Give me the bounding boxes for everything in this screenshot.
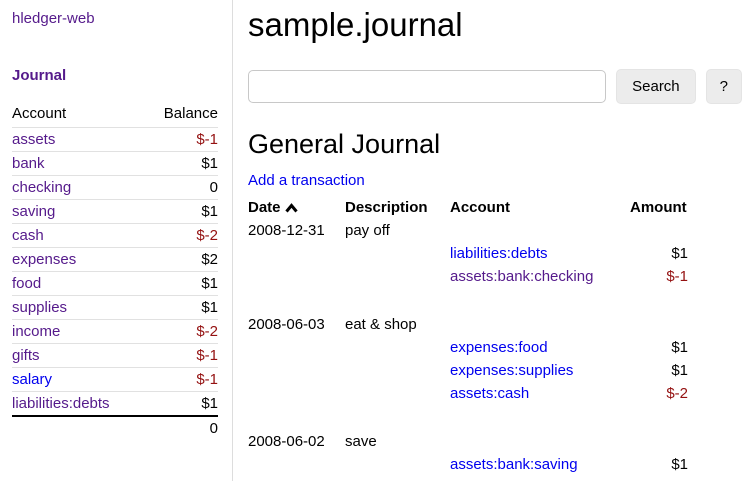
account-row: liabilities:debts $1 xyxy=(12,391,218,416)
account-link-checking[interactable]: checking xyxy=(12,179,72,196)
account-balance: $-2 xyxy=(144,223,218,248)
account-link-expenses[interactable]: expenses xyxy=(12,251,77,268)
transaction-row: 2008-06-02 save xyxy=(248,430,688,453)
posting-row: assets:cash $-2 xyxy=(248,382,688,405)
account-balance: $1 xyxy=(144,295,218,320)
add-transaction-link[interactable]: Add a transaction xyxy=(248,172,365,189)
sidebar-item-journal[interactable]: Journal xyxy=(12,67,67,84)
account-row: checking 0 xyxy=(12,175,218,200)
page-title: sample.journal xyxy=(248,6,463,43)
search-button[interactable]: Search xyxy=(616,69,696,104)
transaction-description: eat & shop xyxy=(345,316,417,333)
brand-link[interactable]: hledger-web xyxy=(12,10,95,27)
posting-row: liabilities:debts $1 xyxy=(248,242,688,265)
account-balance: $-1 xyxy=(144,343,218,368)
account-row: expenses $2 xyxy=(12,247,218,272)
account-row: bank $1 xyxy=(12,151,218,176)
account-balance: $1 xyxy=(144,391,218,416)
posting-account-link[interactable]: assets:bank:checking xyxy=(450,479,593,481)
account-link-gifts[interactable]: gifts xyxy=(12,347,40,364)
search-input[interactable] xyxy=(248,70,607,103)
transaction-row: 2008-06-03 eat & shop xyxy=(248,313,688,336)
transaction-date: 2008-06-02 xyxy=(248,433,325,450)
account-row: salary $-1 xyxy=(12,367,218,392)
account-row: assets $-1 xyxy=(12,127,218,152)
transaction-row: 2008-12-31 pay off xyxy=(248,219,688,242)
main-content: sample.journal Search ? General Journal … xyxy=(233,0,742,481)
posting-row: assets:bank:checking $-1 xyxy=(248,476,688,481)
account-link-food[interactable]: food xyxy=(12,275,42,292)
posting-account-link[interactable]: expenses:food xyxy=(450,339,548,356)
posting-amount: $1 xyxy=(671,245,688,262)
accounts-table: Account Balance assets $-1 bank $1 check… xyxy=(12,102,218,440)
posting-account-link[interactable]: liabilities:debts xyxy=(450,245,548,262)
search-bar: Search ? xyxy=(248,69,742,104)
posting-amount: $1 xyxy=(671,339,688,356)
posting-row: assets:bank:saving $1 xyxy=(248,453,688,476)
sidebar: hledger-web Journal Account Balance asse… xyxy=(0,0,233,481)
journal-heading: General Journal xyxy=(248,129,441,159)
accounts-header-row: Account Balance xyxy=(12,102,218,128)
journal-table: Date Description Account Amount 2008-12-… xyxy=(248,196,688,481)
account-link-income[interactable]: income xyxy=(12,323,61,340)
posting-amount: $1 xyxy=(671,456,688,473)
posting-amount: $-1 xyxy=(630,476,688,481)
transaction-date: 2008-06-03 xyxy=(248,316,325,333)
accounts-header-account: Account xyxy=(12,105,67,122)
account-row: saving $1 xyxy=(12,199,218,224)
account-balance: $2 xyxy=(144,247,218,272)
account-row: income $-2 xyxy=(12,319,218,344)
journal-header-account: Account xyxy=(450,199,510,216)
search-help-button[interactable]: ? xyxy=(705,69,742,104)
account-row: supplies $1 xyxy=(12,295,218,320)
posting-account-link[interactable]: assets:cash xyxy=(450,385,530,402)
posting-amount: $1 xyxy=(671,362,688,379)
account-row: cash $-2 xyxy=(12,223,218,248)
posting-account-link[interactable]: assets:bank:saving xyxy=(450,456,578,473)
account-link-liabilities-debts[interactable]: liabilities:debts xyxy=(12,395,110,412)
account-balance: $-1 xyxy=(144,367,218,392)
transaction-date: 2008-12-31 xyxy=(248,222,325,239)
account-link-saving[interactable]: saving xyxy=(12,203,56,220)
transaction-description: pay off xyxy=(345,222,390,239)
journal-header-row: Date Description Account Amount xyxy=(248,196,688,219)
account-balance: $1 xyxy=(144,271,218,296)
account-link-supplies[interactable]: supplies xyxy=(12,299,68,316)
posting-account-link[interactable]: assets:bank:checking xyxy=(450,268,594,285)
account-balance: $-2 xyxy=(144,319,218,344)
spacer-row xyxy=(248,288,688,313)
posting-amount: $-2 xyxy=(666,385,688,402)
account-balance: 0 xyxy=(144,175,218,200)
accounts-total-value: 0 xyxy=(144,415,218,440)
account-balance: $1 xyxy=(144,199,218,224)
account-balance: $-1 xyxy=(144,127,218,152)
posting-amount: $-1 xyxy=(666,268,688,285)
accounts-header-balance: Balance xyxy=(163,105,218,122)
account-link-bank[interactable]: bank xyxy=(12,155,45,172)
posting-row: expenses:supplies $1 xyxy=(248,359,688,382)
journal-header-date[interactable]: Date xyxy=(248,196,345,219)
posting-row: assets:bank:checking $-1 xyxy=(248,265,688,288)
account-row: food $1 xyxy=(12,271,218,296)
journal-header-description: Description xyxy=(345,199,428,216)
accounts-total-row: 0 xyxy=(12,415,218,440)
account-balance: $1 xyxy=(144,151,218,176)
posting-account-link[interactable]: expenses:supplies xyxy=(450,362,574,379)
transaction-description: save xyxy=(345,433,377,450)
account-link-cash[interactable]: cash xyxy=(12,227,44,244)
account-row: gifts $-1 xyxy=(12,343,218,368)
account-link-assets[interactable]: assets xyxy=(12,131,56,148)
chevron-up-icon xyxy=(284,200,298,217)
posting-row: expenses:food $1 xyxy=(248,336,688,359)
journal-header-amount: Amount xyxy=(630,199,687,216)
account-link-salary[interactable]: salary xyxy=(12,371,53,388)
spacer-row xyxy=(248,405,688,430)
